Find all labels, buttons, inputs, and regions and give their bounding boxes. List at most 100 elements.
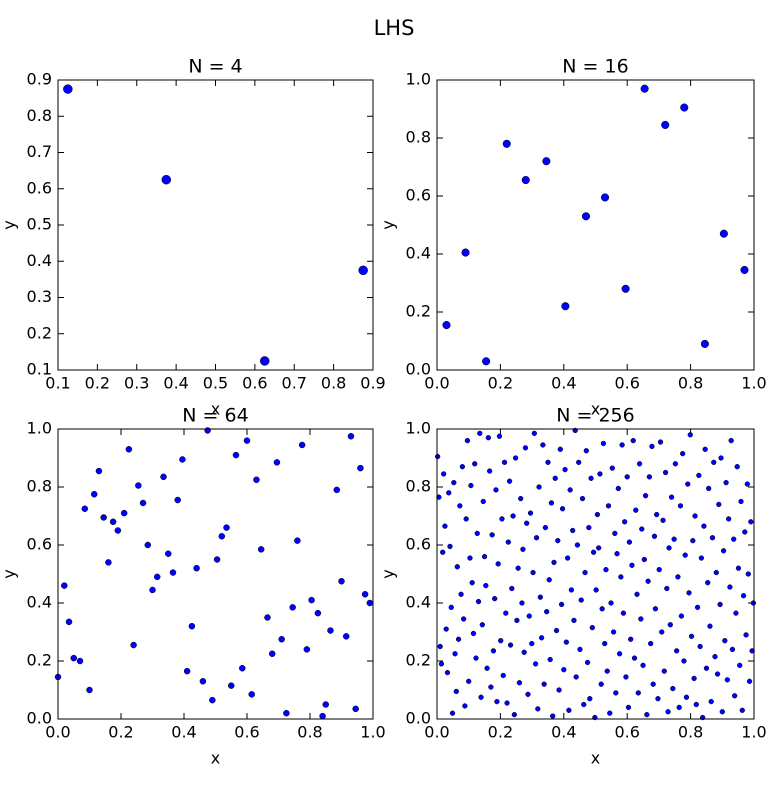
point bbox=[620, 610, 627, 616]
point bbox=[481, 553, 488, 560]
y-tick-label: 0.6 bbox=[27, 535, 52, 554]
point bbox=[437, 643, 443, 650]
point bbox=[125, 446, 133, 453]
point bbox=[675, 574, 681, 580]
point bbox=[714, 671, 721, 677]
point bbox=[703, 665, 710, 671]
point bbox=[677, 503, 684, 509]
point bbox=[609, 465, 615, 471]
point bbox=[259, 356, 270, 366]
point bbox=[76, 657, 84, 665]
point bbox=[248, 691, 255, 698]
point bbox=[744, 481, 750, 487]
point bbox=[702, 446, 708, 452]
point bbox=[738, 498, 744, 505]
point bbox=[486, 468, 493, 474]
point bbox=[576, 459, 582, 466]
point bbox=[589, 625, 595, 631]
point bbox=[723, 480, 729, 486]
x-tick-label: 0.7 bbox=[282, 374, 307, 393]
point bbox=[685, 481, 691, 487]
point bbox=[174, 496, 181, 504]
point bbox=[599, 606, 605, 612]
point bbox=[232, 451, 240, 459]
point bbox=[718, 455, 724, 461]
point bbox=[645, 578, 651, 584]
y-tick-label: 0.6 bbox=[406, 535, 431, 554]
point bbox=[566, 707, 572, 713]
point bbox=[573, 674, 579, 680]
point bbox=[493, 487, 499, 493]
x-tick-label: 1.0 bbox=[741, 374, 766, 393]
point bbox=[357, 464, 364, 472]
point bbox=[253, 476, 260, 483]
point bbox=[521, 649, 527, 655]
y-tick-label: 0.0 bbox=[406, 709, 431, 728]
point bbox=[518, 495, 524, 502]
point bbox=[105, 559, 112, 566]
point bbox=[268, 650, 276, 657]
point bbox=[61, 582, 68, 589]
point bbox=[719, 709, 725, 715]
point bbox=[183, 667, 191, 675]
point bbox=[442, 321, 451, 330]
point bbox=[361, 591, 369, 598]
point bbox=[626, 539, 633, 545]
x-tick-label: 0.8 bbox=[321, 374, 346, 393]
point bbox=[509, 585, 515, 592]
point bbox=[459, 464, 466, 470]
point bbox=[512, 455, 519, 461]
point bbox=[546, 577, 552, 583]
point bbox=[524, 520, 530, 526]
point bbox=[614, 551, 620, 557]
point bbox=[86, 686, 93, 694]
y-axis-label: y bbox=[379, 220, 398, 229]
point bbox=[571, 617, 577, 624]
point bbox=[243, 437, 251, 444]
point bbox=[612, 530, 618, 537]
point bbox=[623, 674, 629, 680]
point bbox=[649, 443, 655, 450]
point bbox=[490, 648, 497, 654]
axes-frame bbox=[436, 79, 755, 371]
x-tick-label: 1.0 bbox=[360, 723, 385, 742]
point bbox=[638, 616, 644, 622]
point bbox=[483, 582, 489, 589]
point bbox=[81, 505, 89, 512]
y-tick-label: 0.2 bbox=[27, 651, 52, 670]
point bbox=[468, 482, 474, 489]
point bbox=[624, 474, 630, 480]
point bbox=[681, 658, 687, 664]
point bbox=[519, 600, 525, 606]
point bbox=[502, 139, 511, 148]
axes-frame bbox=[57, 79, 374, 371]
point bbox=[536, 484, 542, 490]
point bbox=[727, 584, 733, 590]
point bbox=[463, 516, 469, 522]
x-tick-label: 0.2 bbox=[85, 374, 110, 393]
point bbox=[556, 687, 562, 693]
point bbox=[500, 672, 506, 679]
point bbox=[655, 696, 661, 702]
point bbox=[347, 433, 355, 440]
point bbox=[616, 651, 623, 657]
point bbox=[342, 633, 350, 640]
point bbox=[537, 594, 543, 600]
point bbox=[680, 451, 686, 457]
point bbox=[489, 532, 495, 538]
point bbox=[583, 448, 589, 454]
point bbox=[743, 632, 749, 638]
point bbox=[692, 513, 698, 519]
point bbox=[642, 493, 649, 499]
point bbox=[735, 565, 742, 571]
point bbox=[657, 439, 664, 445]
point bbox=[492, 596, 498, 602]
point bbox=[698, 555, 705, 561]
x-tick-label: 0.4 bbox=[551, 723, 576, 742]
point bbox=[303, 646, 311, 653]
point bbox=[120, 509, 128, 517]
x-axis-label: x bbox=[211, 400, 220, 419]
point bbox=[278, 636, 285, 643]
y-tick-label: 0.3 bbox=[27, 287, 52, 306]
y-tick-label: 0.8 bbox=[27, 477, 52, 496]
